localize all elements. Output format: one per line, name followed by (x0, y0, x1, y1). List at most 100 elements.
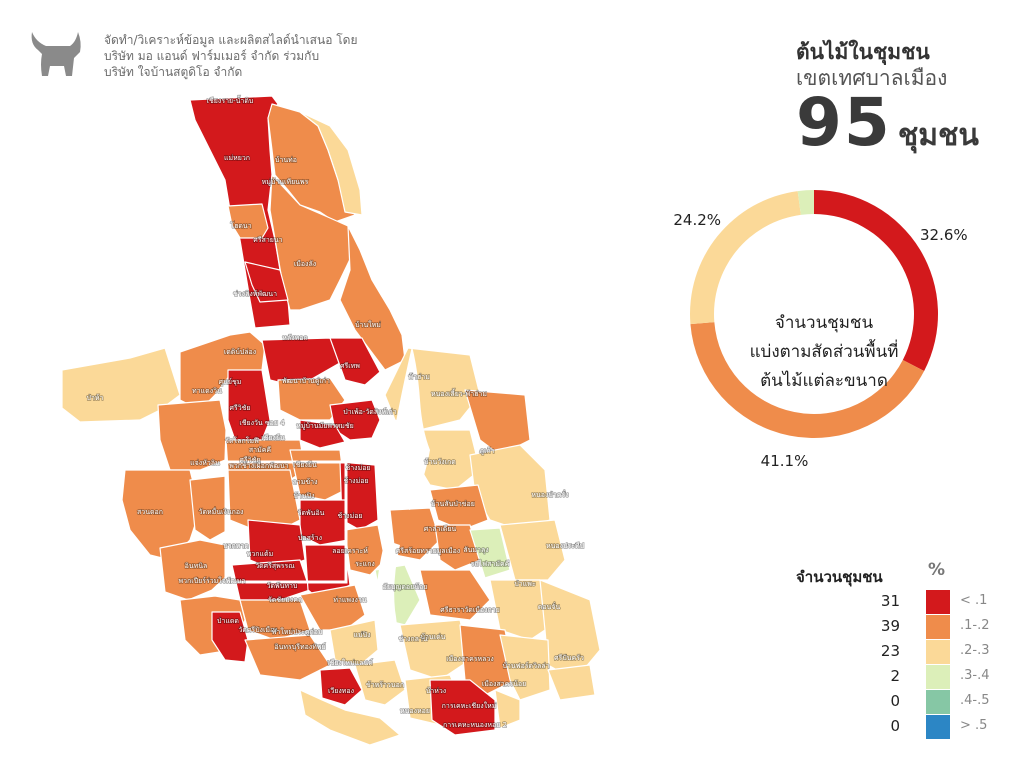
donut-value-label: 24.2% (673, 211, 721, 229)
legend-row: 0 > .5 (820, 715, 1010, 739)
legend-label: .2-.3 (960, 643, 990, 658)
legend-swatch (926, 640, 950, 664)
center-label-line-1: จำนวนชุมชน (774, 313, 874, 333)
community-label: เชียงยืน (261, 434, 285, 442)
old-city-moat (224, 460, 348, 584)
community-label: ศรีเทพ (340, 362, 360, 370)
community-label: วัดพันทาบ (267, 582, 298, 590)
map-area (277, 377, 346, 421)
community-map: เชียงราย-น้ำดิบแม่หยวก บ้านท่อหมู่บ้านเที… (61, 93, 601, 746)
center-label-line-2: แบ่งตามสัดส่วนพื้นที่ (749, 342, 899, 362)
community-label: บ้าห่วง (426, 687, 446, 695)
map-area (499, 519, 566, 581)
community-label: ช้างม่อย (343, 477, 368, 485)
community-label: ช่างกลาน (398, 635, 428, 643)
donut-slice (690, 191, 801, 325)
community-label: วัดหมื่นเงินกอง (199, 507, 244, 516)
community-label: อัยบุญดอยน้อย (383, 583, 428, 591)
community-label: ป่าแดด (217, 617, 239, 625)
community-label: เดติบ์ปล่อง (224, 348, 256, 356)
title-line-1: ต้นไม้ในชุมชน (796, 40, 930, 64)
community-label: ช่วงสิงห์พัฒนา (233, 290, 277, 298)
legend-swatch (926, 715, 950, 739)
bull-logo-icon (31, 32, 81, 76)
community-label: วัดศรีสุพรรณ (255, 562, 295, 570)
map-area (239, 599, 311, 641)
river (376, 540, 400, 660)
map-area (499, 634, 551, 701)
community-label: การเคหะเชียงใหม่ (442, 701, 497, 710)
credit-line-3: บริษัท ใจบ้านสตูดิโอ จำกัด (104, 65, 243, 79)
legend-swatch (926, 690, 950, 714)
community-label: ข้าหร้าวนอก (366, 681, 404, 689)
community-label: ศรีปันครัว (554, 654, 584, 662)
community-label: บวกหาด (223, 542, 249, 550)
community-label: เชียงวัน ซอย 4 (239, 419, 285, 427)
community-label: ศรีสร้อยทรายมูลเมือง (396, 547, 460, 555)
map-area (329, 619, 379, 666)
donut-slice (797, 190, 814, 215)
community-label: เชียงใหม่แลนด์ (327, 658, 372, 667)
map-area (354, 659, 406, 706)
map-area (231, 559, 311, 601)
legend-count: 2 (890, 667, 900, 685)
community-label: สันมาลุง (463, 546, 488, 554)
map-area (419, 569, 491, 621)
legend-count: 0 (890, 717, 900, 735)
community-label: วัดโลกโมฬี (225, 436, 259, 445)
map-area (159, 539, 229, 601)
community-label: เมืองลัง (294, 260, 316, 268)
community-label: หนองหอย (400, 707, 430, 715)
community-label: ดอนจั่น (538, 602, 561, 611)
map-area (329, 337, 381, 386)
map-area (547, 664, 596, 701)
legend-count: 0 (890, 692, 900, 710)
map-area (299, 584, 366, 631)
community-label: แจ่งหัวลิน (190, 459, 220, 467)
community-label: ลอยเคราะห์ (332, 547, 368, 555)
community-label: เชียงยืน (293, 461, 317, 469)
map-area (269, 174, 353, 311)
community-label: ศูนย์ชุม (219, 378, 242, 386)
community-label: ป่าเพ้อ-วัดสิงห์เก่า (343, 408, 397, 416)
legend-label: > .5 (960, 718, 988, 733)
credit-line-1: จัดทำ/วิเคราะห์ข้อมูล และผลิตสไลด์นำเสนอ… (104, 33, 358, 47)
community-label: ป่าแพะ (514, 580, 536, 588)
community-label: วัดพันอิน (298, 509, 325, 517)
community-label: บ้านเด่น (421, 633, 446, 641)
community-total-number: 95 (796, 84, 892, 161)
community-label: พวกแต้ม (247, 550, 273, 558)
legend-swatch (926, 590, 950, 614)
community-label: ทาแดงวิน (192, 387, 222, 395)
legend-row: 39 .1-.2 (820, 615, 1010, 639)
donut-value-label: 41.1% (761, 452, 809, 470)
map-area (429, 484, 489, 531)
donut-slice (690, 322, 925, 438)
legend-label: .3-.4 (960, 668, 990, 683)
community-label: พวกช้างเผือกพัฒนา (229, 462, 289, 470)
community-label: บ้านใหม่ (355, 320, 381, 329)
map-area (434, 524, 481, 571)
community-label: ศาลาเดียน (424, 525, 457, 533)
community-label: ศรีวิชัย (230, 404, 251, 412)
map-area (429, 679, 496, 736)
community-label: หมู่บ้านมัยพรหมชัย (296, 422, 354, 430)
map-area (469, 527, 511, 579)
community-label: หนองเสี้ยว-ฟ้าฮ่าม (431, 387, 487, 398)
legend-label: .1-.2 (960, 618, 990, 633)
donut-slice (814, 190, 938, 371)
community-label: หนองป่าครั่ง (531, 490, 568, 499)
legend-pct-header: % (928, 560, 946, 580)
community-label: ศรีธาราวัดเมืองกาย (440, 606, 499, 614)
community-label: วัดศรีปิงเมือง (238, 626, 277, 634)
legend-label: < .1 (960, 593, 988, 608)
legend-count: 23 (880, 642, 900, 660)
community-label: บ้านปิง (293, 492, 314, 500)
map-area (299, 111, 363, 216)
community-label: ช้างม่อย (345, 464, 370, 472)
community-label: พวกเปียร์ร่วมใจพัฒนา (179, 576, 246, 585)
map-area (494, 689, 521, 729)
legend-row: 0 .4-.5 (820, 690, 1010, 714)
donut-value-label: 32.6% (920, 226, 968, 244)
legend-swatch (926, 615, 950, 639)
